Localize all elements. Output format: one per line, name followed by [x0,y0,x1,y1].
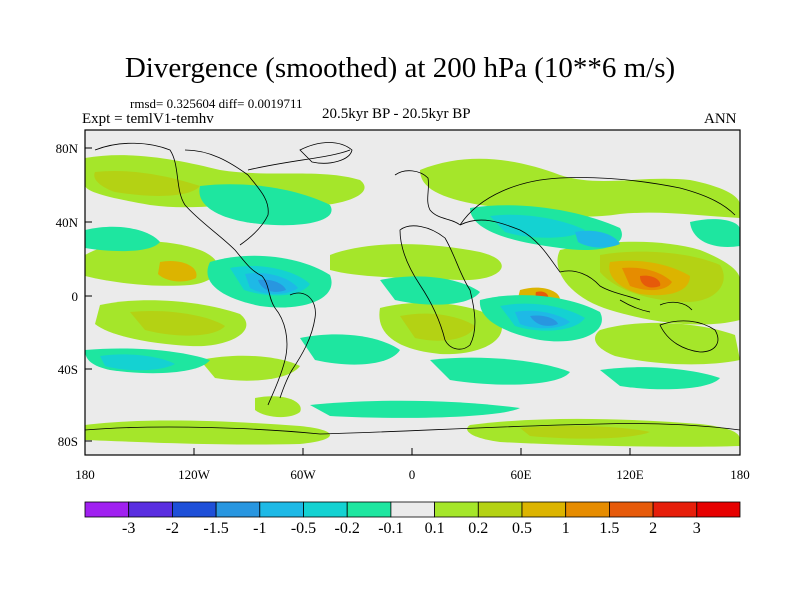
lon-label-60e: 60E [510,467,532,482]
stats-label: rmsd= 0.325604 diff= 0.0019711 [130,96,303,111]
experiment-label: Expt = temlV1-temhv [82,111,214,127]
lon-label-120e: 120E [616,467,644,482]
colorbar-label: -0.5 [290,520,317,537]
axis-ticks [84,147,741,455]
colorbar-label: -1 [253,520,267,537]
lon-label-0: 0 [408,467,416,482]
lat-label-40s: 40S [57,362,78,377]
colorbar-box-10 [477,501,523,518]
lon-label-120w: 120W [178,467,210,482]
lat-label-80n: 80N [55,141,78,156]
colorbar-box-4 [215,501,261,518]
colorbar-box-9 [434,501,479,518]
lon-label-60w: 60W [290,467,316,482]
colorbar-label: 0.2 [468,520,489,537]
lat-label-80s: 80S [57,434,78,449]
colorbar-box-11 [521,501,567,518]
colorbar-label: 0.5 [512,520,532,537]
colorbar-box-1 [84,501,130,518]
period-label: 20.5kyr BP - 20.5kyr BP [322,106,471,122]
lat-label-40n: 40N [55,215,78,230]
colorbar-label: 3 [692,520,701,537]
colorbar [84,501,741,518]
colorbar-box-5 [259,501,304,518]
coastlines [85,142,740,435]
colorbar-box-6 [303,501,348,518]
colorbar-box-3 [171,501,217,518]
colorbar-label: -1.5 [203,520,229,537]
lat-label-equator: 0 [71,289,79,304]
season-label: ANN [704,111,737,127]
colorbar-label: 0.1 [424,520,445,537]
lon-label-180e: 180 [730,467,750,482]
colorbar-label: 1 [561,520,570,537]
colorbar-box-2 [128,501,173,518]
colorbar-box-8 [390,501,435,518]
colorbar-label: -3 [122,520,136,537]
divergence-field [85,155,740,447]
negative-field-max [258,279,558,326]
colorbar-box-7 [346,501,392,518]
lon-label-180w: 180 [75,467,95,482]
colorbar-box-13 [609,501,654,518]
colorbar-box-12 [565,501,610,518]
colorbar-box-14 [652,501,698,518]
colorbar-label: 2 [649,520,658,537]
colorbar-box-15 [696,501,741,518]
colorbar-label: -2 [165,520,180,537]
map-title: Divergence (smoothed) at 200 hPa (10**6 … [124,52,676,84]
colorbar-label: 1.5 [599,520,620,537]
colorbar-label: -0.1 [378,520,404,537]
colorbar-label: -0.2 [334,520,360,537]
